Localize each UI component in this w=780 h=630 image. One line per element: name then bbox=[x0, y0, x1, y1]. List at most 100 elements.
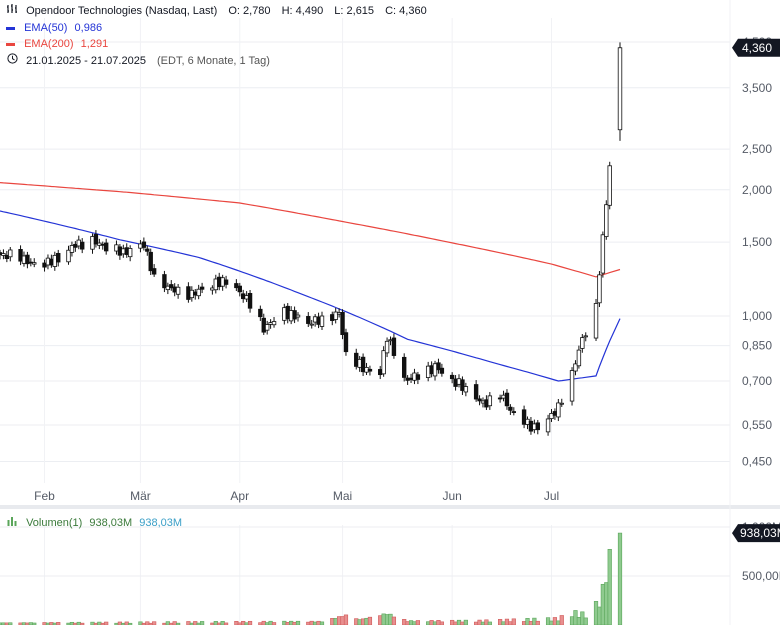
volume-bar bbox=[193, 621, 198, 626]
candle bbox=[391, 333, 397, 359]
clock-icon bbox=[6, 53, 18, 69]
candle-body bbox=[604, 204, 609, 238]
volume-bar bbox=[402, 619, 407, 626]
candle bbox=[556, 398, 561, 422]
candle bbox=[600, 231, 606, 278]
candle-body bbox=[607, 165, 612, 206]
candle bbox=[473, 380, 479, 402]
high-value: 4,490 bbox=[295, 5, 324, 17]
candle bbox=[237, 282, 242, 297]
candle-body bbox=[196, 288, 201, 297]
candle-body bbox=[295, 314, 301, 318]
candle-body bbox=[56, 252, 61, 263]
candle bbox=[175, 284, 181, 299]
candle bbox=[340, 309, 345, 340]
volume-y-tick-label: 500,00M bbox=[742, 569, 780, 583]
volume-value: 938,03M bbox=[89, 517, 133, 529]
candle bbox=[223, 275, 229, 289]
price-y-tick-label: 1,500 bbox=[742, 235, 772, 249]
candle-body bbox=[384, 340, 390, 354]
candle-body bbox=[573, 363, 578, 372]
last-volume-tag-text: 938,03M bbox=[740, 526, 780, 540]
volume-bar bbox=[405, 621, 410, 626]
candle-body bbox=[319, 315, 325, 327]
volume-bar bbox=[552, 617, 558, 626]
volume-bar bbox=[408, 620, 414, 626]
candle bbox=[535, 419, 540, 435]
high-label: H: bbox=[281, 5, 293, 17]
bar-chart-icon bbox=[6, 4, 18, 19]
candle-body bbox=[600, 234, 606, 274]
candle bbox=[69, 241, 75, 257]
volume-bar bbox=[343, 614, 349, 626]
price-y-tick-label: 0,700 bbox=[742, 374, 772, 388]
last-price-tag: 4,360 bbox=[732, 38, 780, 57]
volume-bar bbox=[309, 620, 314, 626]
candle-body bbox=[597, 274, 602, 304]
volume-bar bbox=[521, 621, 527, 626]
candle bbox=[360, 353, 366, 376]
candle bbox=[436, 358, 441, 374]
volume-bar bbox=[607, 549, 612, 626]
candle-body bbox=[367, 368, 373, 372]
candle bbox=[549, 409, 554, 422]
candle bbox=[569, 367, 575, 406]
ema200-legend[interactable]: EMA(200) 1,291 bbox=[6, 37, 108, 52]
candle bbox=[343, 328, 349, 356]
tags-layer: 4,360 938,03M bbox=[732, 38, 780, 543]
candle-body bbox=[569, 370, 575, 402]
candle bbox=[415, 371, 421, 385]
volume-bar bbox=[549, 620, 554, 626]
candle bbox=[1, 249, 6, 260]
candle bbox=[295, 312, 301, 322]
candle-body bbox=[449, 374, 455, 380]
candle bbox=[306, 312, 311, 328]
candle bbox=[309, 319, 314, 329]
volume-bar bbox=[241, 620, 246, 626]
candle bbox=[169, 280, 174, 291]
ema50-legend[interactable]: EMA(50) 0,986 bbox=[6, 21, 102, 36]
candle-body bbox=[103, 242, 109, 252]
candle-body bbox=[175, 286, 181, 295]
header-legend: Opendoor Technologies (Nasdaq, Last) O: … bbox=[6, 4, 427, 19]
price-y-tick-label: 1,000 bbox=[742, 309, 772, 323]
candle-body bbox=[264, 324, 270, 331]
candle-body bbox=[258, 308, 263, 318]
candle-body bbox=[593, 303, 599, 339]
candle bbox=[8, 247, 13, 262]
candle-body bbox=[576, 349, 582, 367]
volume-bar bbox=[436, 620, 441, 626]
volume-bar bbox=[295, 620, 301, 626]
volume-bar bbox=[247, 620, 253, 626]
volume-bar bbox=[415, 620, 421, 626]
volume-bar bbox=[367, 616, 373, 626]
volume-bar bbox=[340, 616, 345, 626]
volume-bar bbox=[213, 621, 218, 626]
candle bbox=[80, 238, 85, 254]
candle-body bbox=[545, 418, 551, 433]
candle-body bbox=[8, 249, 13, 258]
last-volume-tag-bg bbox=[732, 524, 780, 543]
candle-body bbox=[521, 409, 527, 425]
candle bbox=[25, 251, 30, 269]
price-y-tick-label: 2,000 bbox=[742, 183, 772, 197]
volume-bar bbox=[330, 618, 335, 626]
candle-body bbox=[391, 337, 397, 356]
candle-body bbox=[127, 248, 133, 258]
candle-body bbox=[504, 392, 510, 407]
volume-bar bbox=[511, 618, 516, 626]
candle-body bbox=[271, 321, 277, 326]
candle bbox=[521, 405, 527, 429]
candle-body bbox=[508, 406, 513, 411]
candle bbox=[319, 311, 325, 330]
volume-bar bbox=[604, 582, 609, 626]
volume-bar bbox=[360, 618, 366, 626]
volume-bar bbox=[391, 616, 397, 626]
candle bbox=[508, 404, 513, 415]
candle bbox=[559, 398, 564, 407]
candle bbox=[504, 389, 510, 410]
volume-bar bbox=[504, 618, 510, 626]
